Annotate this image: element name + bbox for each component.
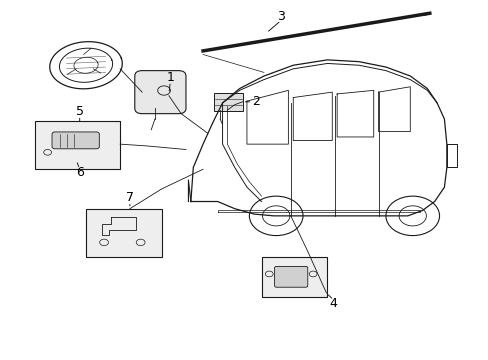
FancyBboxPatch shape xyxy=(214,93,243,111)
Text: 2: 2 xyxy=(252,95,260,108)
Bar xyxy=(35,121,120,169)
Bar xyxy=(86,209,161,257)
Text: 4: 4 xyxy=(329,297,337,310)
Bar xyxy=(261,257,327,297)
Text: 3: 3 xyxy=(277,10,285,23)
FancyBboxPatch shape xyxy=(52,132,99,149)
FancyBboxPatch shape xyxy=(274,266,307,287)
Text: 7: 7 xyxy=(125,192,134,204)
Text: 5: 5 xyxy=(76,105,83,118)
Text: 6: 6 xyxy=(76,166,83,179)
FancyBboxPatch shape xyxy=(135,71,185,114)
Text: 1: 1 xyxy=(166,71,174,84)
